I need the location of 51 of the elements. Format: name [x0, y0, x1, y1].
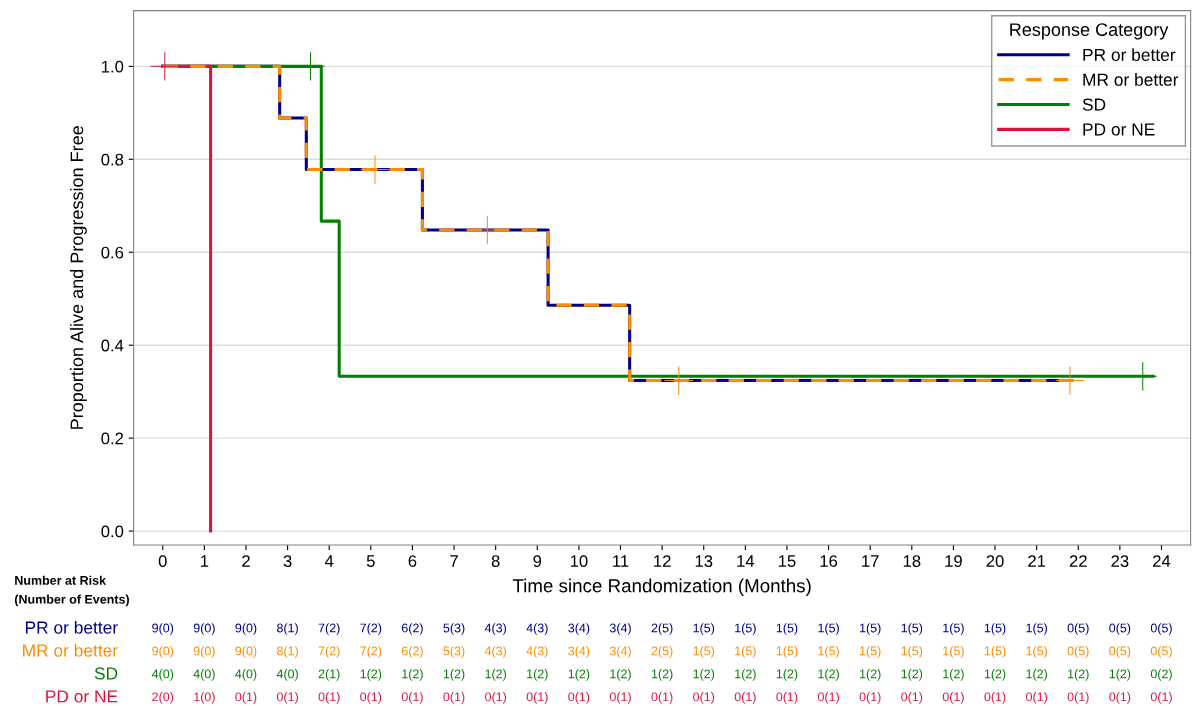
x-tick-label: 19 — [945, 555, 962, 567]
y-tick-label: 0.8 — [101, 153, 124, 166]
x-tick-label: 13 — [695, 555, 713, 567]
text: 2(0) 1(0) 0(1) 0(1) 0(1) 0(1) 0(1) 0(1) 0(1) 0(1) 0(1) 0(1) 0(1) 0(1) 0(1) 0(1) 0(1) 0(1) 0(1) 0(1) 0(1) 0(1) 0(1) 0(1) 0(1) — [152, 692, 1172, 704]
x-tick-label: 15 — [778, 555, 796, 567]
text: MR or better — [23, 643, 118, 657]
x-tick-label: 0 — [158, 555, 167, 567]
x-tick-label: 16 — [820, 555, 838, 567]
legend-label: MR or better — [1083, 73, 1179, 86]
x-tick-label: 12 — [654, 555, 671, 567]
x-tick-label: 8 — [491, 555, 500, 567]
x-tick-label: 4 — [324, 555, 334, 567]
x-tick-label: 21 — [1028, 555, 1046, 567]
y-tick-label: 0.4 — [101, 339, 124, 352]
x-tick-label: 9 — [533, 555, 542, 567]
x-tick-label: 23 — [1111, 555, 1129, 567]
x-tick-label: 18 — [903, 555, 921, 567]
x-tick-label: 24 — [1153, 555, 1171, 567]
legend-label: PD or NE — [1083, 123, 1155, 136]
x-tick-label: 22 — [1069, 555, 1087, 567]
y-tick-label: 0.6 — [101, 246, 124, 259]
x-tick-label: 6 — [408, 555, 417, 567]
y-axis-title: Proportion Alive and Progression Free — [70, 126, 87, 429]
x-tick-label: 5 — [366, 555, 375, 567]
x-tick-label: 20 — [986, 555, 1004, 567]
text: 9(0) 9(0) 9(0) 8(1) 7(2) 7(2) 6(2) 5(3) 4(3) 4(3) 3(4) 3(4) 2(5) 1(5) 1(5) 1(5) 1(5) 1(5) 1(5) 1(5) 1(5) 1(5) 0(5) 0(5) 0(5) — [152, 646, 1172, 658]
text: Number at Risk (Number of Events) — [14, 575, 129, 607]
y-tick-label: 0.0 — [101, 525, 124, 538]
legend-title: Response Category — [1010, 23, 1169, 40]
x-tick-label: 17 — [862, 555, 879, 567]
text: 9(0) 9(0) 9(0) 8(1) 7(2) 7(2) 6(2) 5(3) 4(3) 4(3) 3(4) 3(4) 2(5) 1(5) 1(5) 1(5) 1(5) 1(5) 1(5) 1(5) 1(5) 1(5) 0(5) 0(5) 0(5) — [152, 623, 1172, 635]
legend-label: PR or better — [1083, 48, 1176, 62]
x-tick-label: 2 — [242, 555, 250, 567]
text: SD — [94, 667, 118, 680]
legend-label: SD — [1082, 98, 1106, 111]
x-tick-label: 11 — [613, 555, 629, 567]
text: PR or better — [25, 620, 118, 634]
point — [1055, 366, 1085, 395]
point — [150, 52, 180, 81]
x-tick-label: 10 — [570, 555, 588, 567]
x-tick-label: 14 — [737, 555, 755, 567]
point — [664, 366, 693, 395]
x-tick-label: 3 — [283, 555, 292, 567]
y-tick-label: 1.0 — [102, 60, 124, 73]
text: PD or NE — [46, 690, 118, 703]
text: 4(0) 4(0) 4(0) 4(0) 2(1) 1(2) 1(2) 1(2) 1(2) 1(2) 1(2) 1(2) 1(2) 1(2) 1(2) 1(2) 1(2) 1(2) 1(2) 1(2) 1(2) 1(2) 1(2) 1(2) 0(2) — [151, 669, 1172, 681]
x-tick-label: 7 — [450, 555, 458, 567]
point — [360, 155, 390, 184]
x-axis-title: Time since Randomization (Months) — [512, 578, 811, 597]
x-tick-label: 1 — [201, 555, 209, 567]
y-tick-label: 0.2 — [101, 432, 124, 445]
